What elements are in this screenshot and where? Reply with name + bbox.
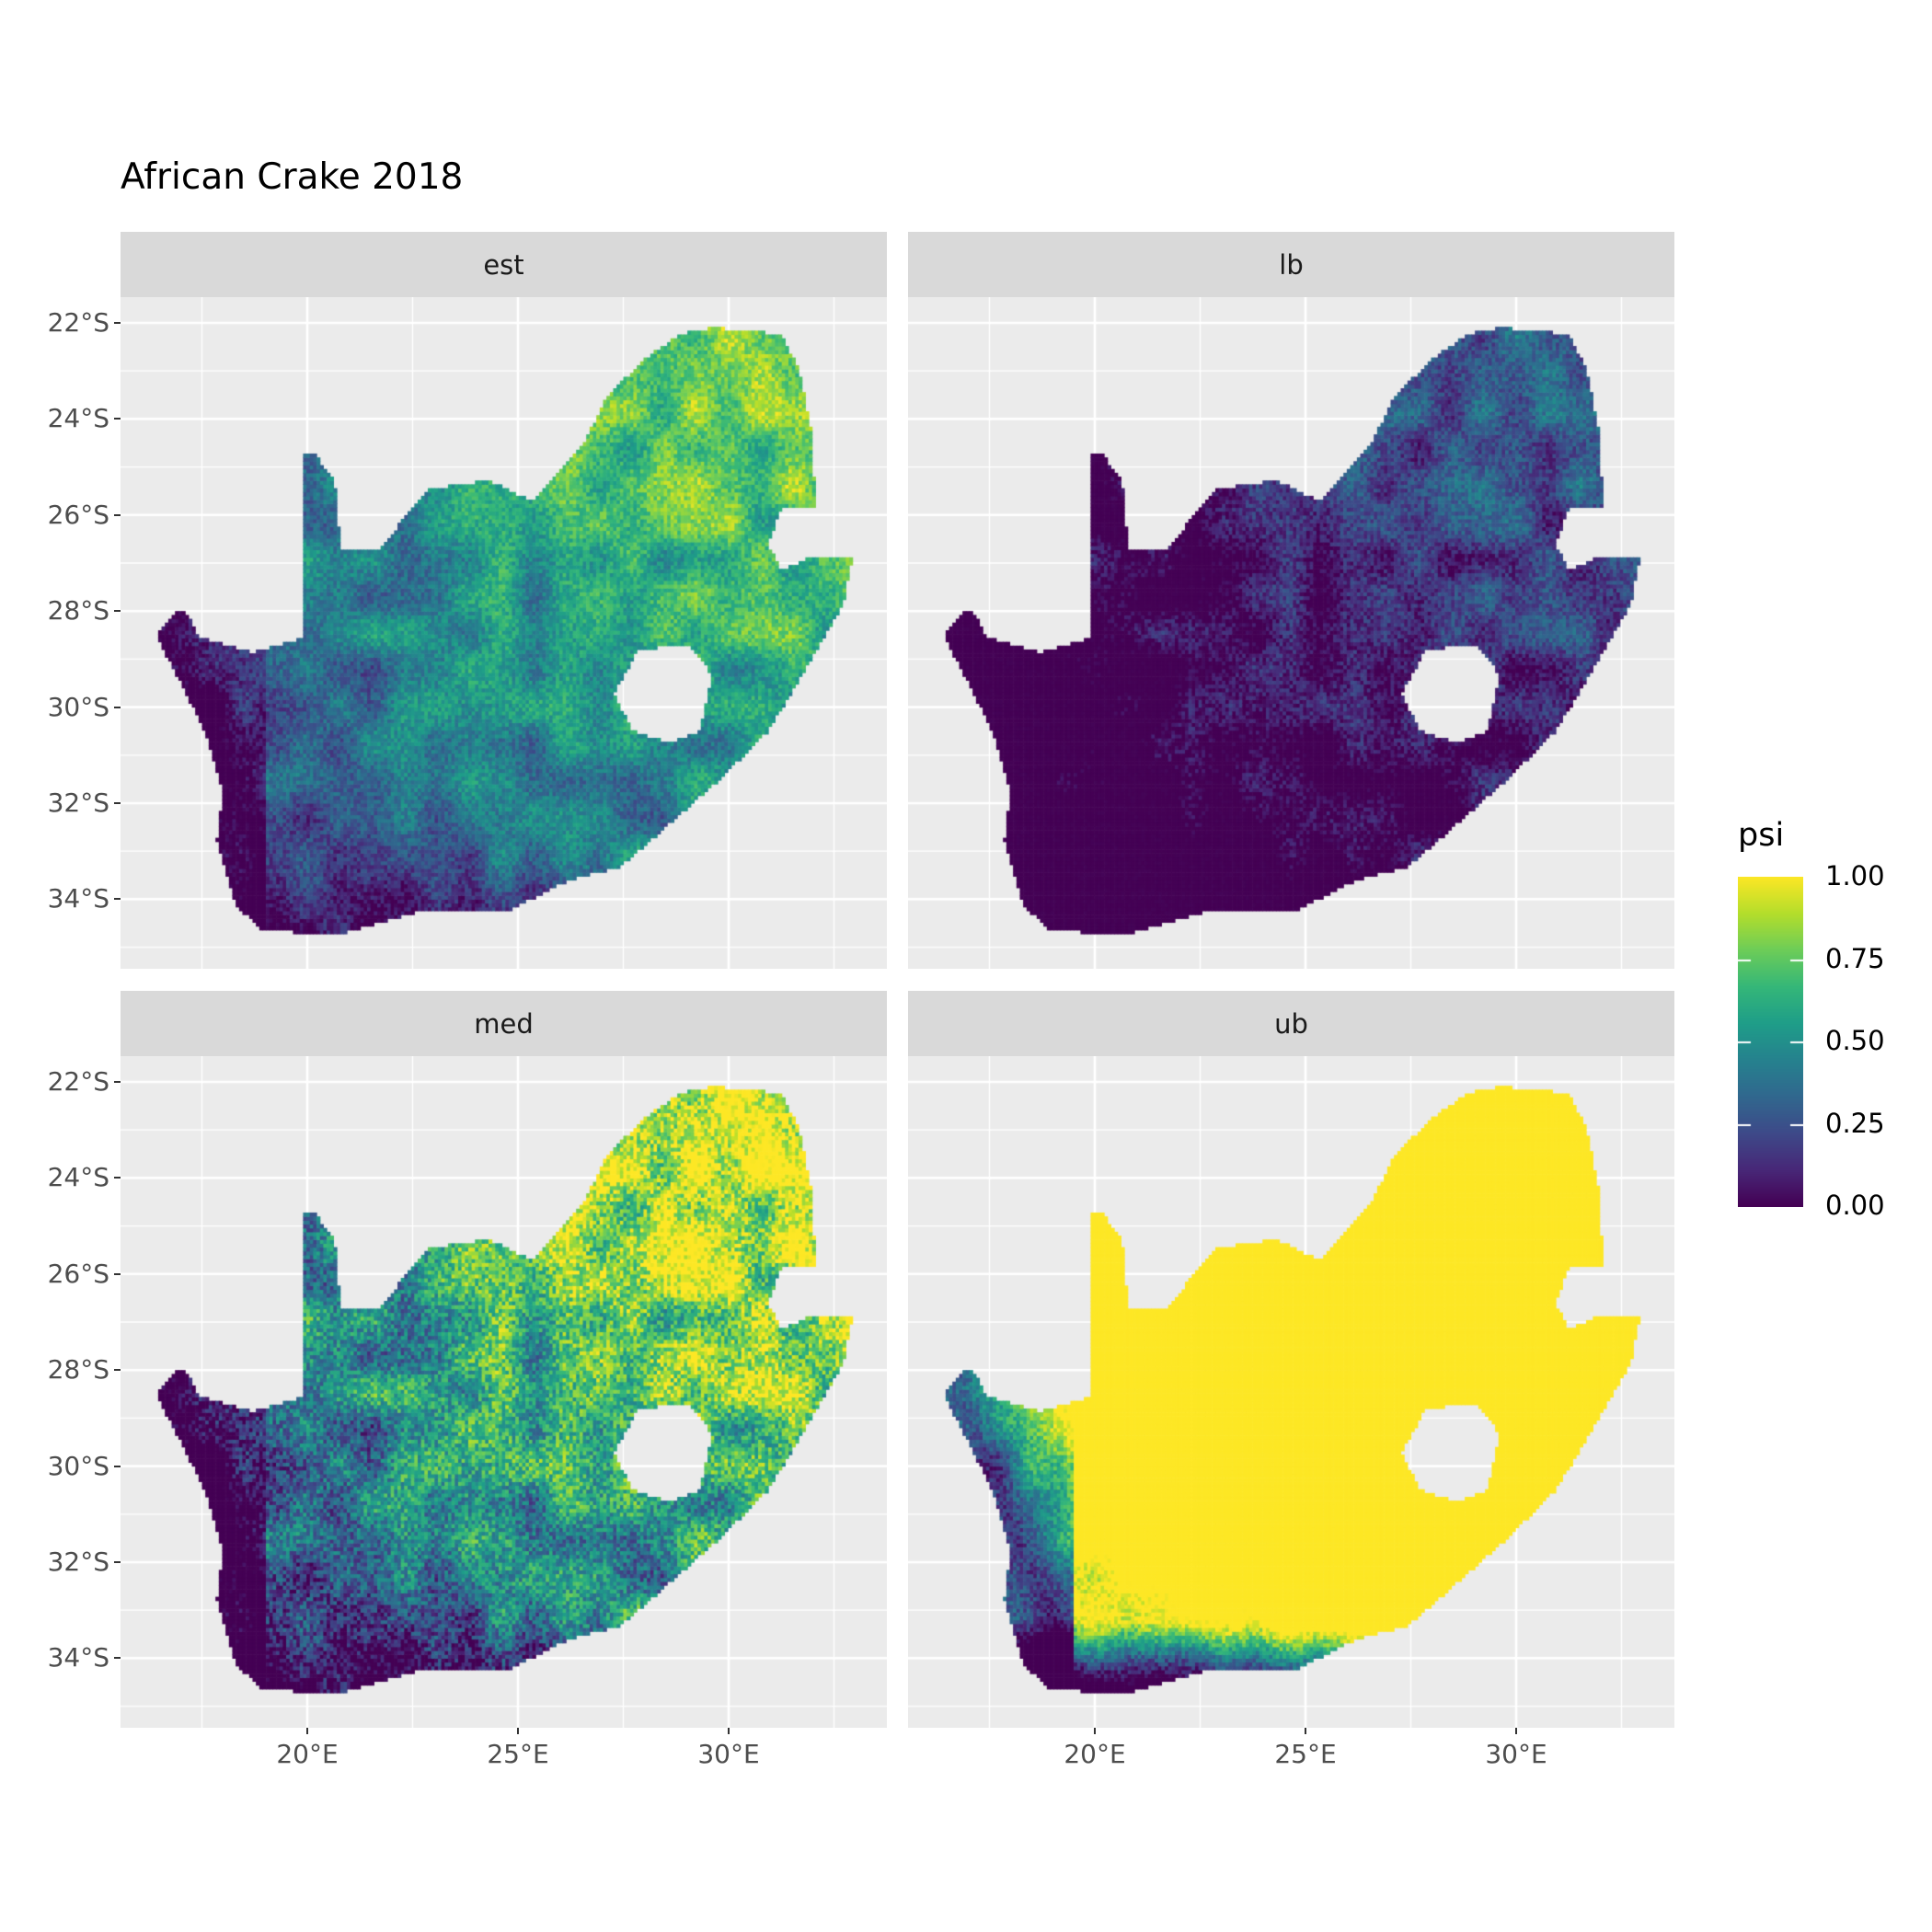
y-tick-label: 26°S bbox=[47, 1258, 109, 1289]
raster-ub bbox=[908, 1056, 1674, 1728]
legend-label: 0.00 bbox=[1825, 1190, 1885, 1221]
x-tick-label: 25°E bbox=[487, 1739, 549, 1769]
y-tick-mark bbox=[114, 513, 121, 516]
y-tick-mark bbox=[114, 418, 121, 420]
y-tick-mark bbox=[114, 322, 121, 324]
x-tick-label: 20°E bbox=[1064, 1739, 1126, 1769]
panel-ub bbox=[908, 1056, 1674, 1728]
panel-med bbox=[121, 1056, 887, 1728]
raster-lb bbox=[908, 297, 1674, 969]
y-tick-label: 28°S bbox=[47, 595, 109, 627]
y-tick-label: 34°S bbox=[47, 883, 109, 914]
y-tick-mark bbox=[114, 802, 121, 804]
x-tick-label: 30°E bbox=[697, 1739, 760, 1769]
raster-est bbox=[121, 297, 887, 969]
y-tick-label: 30°S bbox=[47, 1450, 109, 1481]
y-tick-label: 32°S bbox=[47, 1547, 109, 1577]
y-tick-mark bbox=[114, 1177, 121, 1179]
facet-strip-med: med bbox=[121, 991, 887, 1056]
x-tick-mark bbox=[517, 1728, 519, 1734]
y-tick-mark bbox=[114, 1657, 121, 1660]
y-tick-label: 32°S bbox=[47, 788, 109, 818]
y-tick-label: 22°S bbox=[47, 1066, 109, 1097]
y-tick-mark bbox=[114, 1369, 121, 1372]
legend-label: 0.50 bbox=[1825, 1025, 1885, 1056]
x-tick-mark bbox=[1515, 1728, 1517, 1734]
x-tick-mark bbox=[728, 1728, 730, 1734]
legend-label: 0.75 bbox=[1825, 942, 1885, 974]
y-tick-mark bbox=[114, 898, 121, 901]
facet-strip-ub: ub bbox=[908, 991, 1674, 1056]
legend-label: 0.25 bbox=[1825, 1107, 1885, 1139]
y-tick-label: 24°S bbox=[47, 403, 109, 434]
y-tick-mark bbox=[114, 1561, 121, 1563]
y-tick-mark bbox=[114, 1081, 121, 1083]
x-tick-mark bbox=[1094, 1728, 1096, 1734]
y-tick-label: 30°S bbox=[47, 691, 109, 722]
y-tick-mark bbox=[114, 706, 121, 708]
legend-title: psi bbox=[1738, 817, 1785, 854]
y-tick-label: 22°S bbox=[47, 307, 109, 338]
legend-label: 1.00 bbox=[1825, 860, 1885, 891]
x-tick-label: 25°E bbox=[1274, 1739, 1337, 1769]
x-tick-mark bbox=[1305, 1728, 1306, 1734]
y-tick-mark bbox=[114, 1465, 121, 1467]
y-tick-mark bbox=[114, 1272, 121, 1275]
legend-colorbar bbox=[1738, 877, 1803, 1207]
raster-med bbox=[121, 1056, 887, 1728]
facet-strip-est: est bbox=[121, 232, 887, 297]
y-tick-label: 28°S bbox=[47, 1354, 109, 1386]
y-tick-mark bbox=[114, 610, 121, 613]
x-tick-label: 30°E bbox=[1485, 1739, 1547, 1769]
chart-title: African Crake 2018 bbox=[121, 156, 464, 198]
y-tick-label: 24°S bbox=[47, 1162, 109, 1193]
facet-strip-lb: lb bbox=[908, 232, 1674, 297]
y-tick-label: 26°S bbox=[47, 499, 109, 530]
x-tick-mark bbox=[306, 1728, 308, 1734]
panel-lb bbox=[908, 297, 1674, 969]
x-tick-label: 20°E bbox=[276, 1739, 339, 1769]
panel-est bbox=[121, 297, 887, 969]
y-tick-label: 34°S bbox=[47, 1642, 109, 1673]
